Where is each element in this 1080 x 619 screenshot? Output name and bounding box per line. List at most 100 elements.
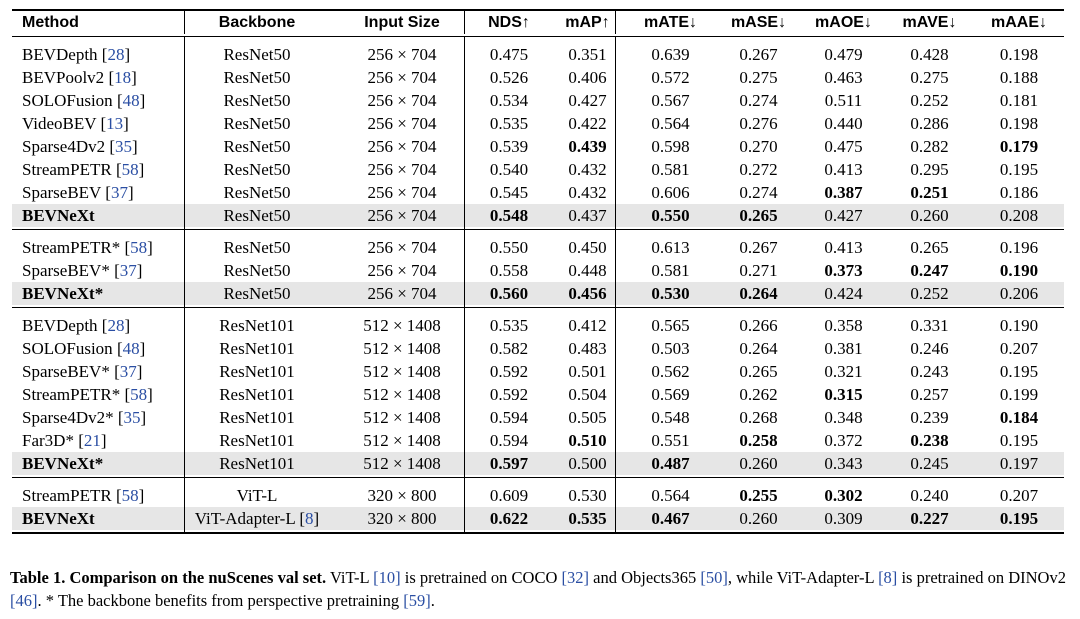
backbone: ViT-Adapter-L [8] bbox=[194, 509, 320, 528]
backbone-text: ResNet50 bbox=[223, 284, 291, 303]
citation-link[interactable]: [50] bbox=[700, 568, 728, 587]
metric-value: 0.539 bbox=[489, 137, 529, 156]
column-divider bbox=[615, 11, 616, 34]
metric-value: 0.594 bbox=[489, 408, 529, 427]
method-text: StreamPETR bbox=[22, 160, 112, 179]
backbone-text: ResNet101 bbox=[219, 385, 295, 404]
backbone-text: ResNet50 bbox=[223, 183, 291, 202]
citation-link[interactable]: 8 bbox=[305, 509, 314, 528]
metric-value: 0.558 bbox=[489, 261, 529, 280]
citation-link[interactable]: 48 bbox=[122, 339, 140, 358]
metric-value: 0.286 bbox=[910, 114, 949, 133]
method-text: BEVNeXt* bbox=[22, 284, 104, 303]
metric-value: 0.545 bbox=[489, 183, 529, 202]
column-divider bbox=[615, 230, 616, 307]
metric-value: 0.540 bbox=[489, 160, 529, 179]
citation-link[interactable]: [32] bbox=[561, 568, 590, 587]
metric-value: 0.246 bbox=[910, 339, 949, 358]
method-text: StreamPETR* bbox=[22, 385, 121, 404]
method-text: BEVDepth bbox=[22, 45, 98, 64]
header-cell: NDS↑ bbox=[488, 14, 530, 31]
metric-value: 0.569 bbox=[651, 385, 690, 404]
table-rule bbox=[12, 229, 1064, 230]
method-name: StreamPETR* [58] bbox=[22, 238, 153, 257]
table-row: BEVDepth [28] ResNet101 512 × 1408 0.535 0.4… bbox=[12, 314, 1064, 337]
citation-link[interactable]: [8] bbox=[878, 568, 898, 587]
backbone-text: ResNet50 bbox=[223, 261, 291, 280]
metric-value: 0.606 bbox=[651, 183, 690, 202]
method-name: VideoBEV [13] bbox=[22, 114, 129, 133]
metric-value: 0.252 bbox=[910, 91, 949, 110]
metric-value: 0.594 bbox=[489, 431, 529, 450]
metric-value: 0.197 bbox=[999, 454, 1039, 473]
citation-link[interactable]: [46] bbox=[10, 591, 38, 610]
table-rule bbox=[12, 532, 1064, 534]
ours-row: BEVNeXt* ResNet101 512 × 1408 0.597 0.500 0.4… bbox=[12, 452, 1064, 475]
input-size: 256 × 704 bbox=[367, 137, 437, 156]
metric-value: 0.475 bbox=[489, 45, 529, 64]
column-divider bbox=[184, 478, 185, 532]
input-size: 256 × 704 bbox=[367, 114, 437, 133]
citation-link[interactable]: 58 bbox=[130, 385, 148, 404]
citation-link[interactable]: 18 bbox=[114, 68, 132, 87]
citation-link[interactable]: 58 bbox=[121, 486, 139, 505]
citation-link[interactable]: 28 bbox=[107, 45, 125, 64]
metric-value: 0.358 bbox=[824, 316, 863, 335]
metric-value: 0.196 bbox=[999, 238, 1039, 257]
backbone: ResNet101 bbox=[182, 406, 332, 429]
metric-value: 0.255 bbox=[739, 486, 778, 505]
input-size: 256 × 704 bbox=[367, 238, 437, 257]
metric-value: 0.551 bbox=[651, 431, 690, 450]
metric-value: 0.267 bbox=[739, 238, 778, 257]
table-row: Sparse4Dv2 [35] ResNet50 256 × 704 0.539 0.4… bbox=[12, 135, 1064, 158]
citation-link[interactable]: 37 bbox=[110, 183, 128, 202]
metric-value: 0.456 bbox=[568, 284, 607, 303]
metric-value: 0.282 bbox=[910, 137, 949, 156]
metric-value: 0.195 bbox=[999, 431, 1039, 450]
citation-link[interactable]: 21 bbox=[83, 431, 101, 450]
column-divider bbox=[464, 308, 465, 477]
metric-value: 0.195 bbox=[999, 362, 1039, 381]
citation-link[interactable]: 37 bbox=[119, 362, 137, 381]
table-row: Far3D* [21] ResNet101 512 × 1408 0.594 0.510… bbox=[12, 429, 1064, 452]
ours-row: BEVNeXt* ResNet50 256 × 704 0.560 0.456 0.530… bbox=[12, 282, 1064, 305]
metric-value: 0.450 bbox=[568, 238, 607, 257]
citation-link[interactable]: [10] bbox=[373, 568, 401, 587]
method-name: Sparse4Dv2 [35] bbox=[22, 137, 138, 156]
citation-link[interactable]: 48 bbox=[122, 91, 140, 110]
metric-value: 0.302 bbox=[824, 486, 863, 505]
metric-value: 0.427 bbox=[568, 91, 607, 110]
input-size: 256 × 704 bbox=[367, 91, 437, 110]
metric-value: 0.582 bbox=[489, 339, 529, 358]
metric-value: 0.613 bbox=[651, 238, 690, 257]
metric-value: 0.609 bbox=[489, 486, 529, 505]
metric-value: 0.343 bbox=[824, 454, 863, 473]
metric-value: 0.264 bbox=[739, 284, 778, 303]
citation-link[interactable]: [59] bbox=[403, 591, 431, 610]
caption-label: Table 1. bbox=[10, 568, 66, 587]
metric-value: 0.348 bbox=[824, 408, 863, 427]
metric-value: 0.199 bbox=[999, 385, 1039, 404]
column-divider bbox=[464, 11, 465, 34]
backbone: ResNet101 bbox=[182, 383, 332, 406]
method-name: SparseBEV* [37] bbox=[22, 261, 143, 280]
citation-link[interactable]: 28 bbox=[107, 316, 125, 335]
metric-value: 0.198 bbox=[999, 45, 1039, 64]
metric-value: 0.467 bbox=[651, 509, 690, 528]
metric-value: 0.195 bbox=[999, 509, 1039, 528]
method-name: BEVNeXt* bbox=[22, 282, 182, 305]
backbone-text: ResNet101 bbox=[219, 431, 295, 450]
citation-link[interactable]: 58 bbox=[130, 238, 148, 257]
metric-value: 0.351 bbox=[568, 45, 607, 64]
metric-value: 0.268 bbox=[739, 408, 778, 427]
citation-link[interactable]: 13 bbox=[106, 114, 124, 133]
citation-link[interactable]: 35 bbox=[115, 137, 133, 156]
citation-link[interactable]: 35 bbox=[123, 408, 141, 427]
table-caption: Table 1. Comparison on the nuScenes val … bbox=[10, 566, 1072, 612]
column-divider bbox=[184, 11, 185, 34]
metric-value: 0.252 bbox=[910, 284, 949, 303]
citation-link[interactable]: 58 bbox=[121, 160, 139, 179]
method-text: Sparse4Dv2* bbox=[22, 408, 114, 427]
method-name: SOLOFusion [48] bbox=[22, 339, 146, 358]
citation-link[interactable]: 37 bbox=[119, 261, 137, 280]
